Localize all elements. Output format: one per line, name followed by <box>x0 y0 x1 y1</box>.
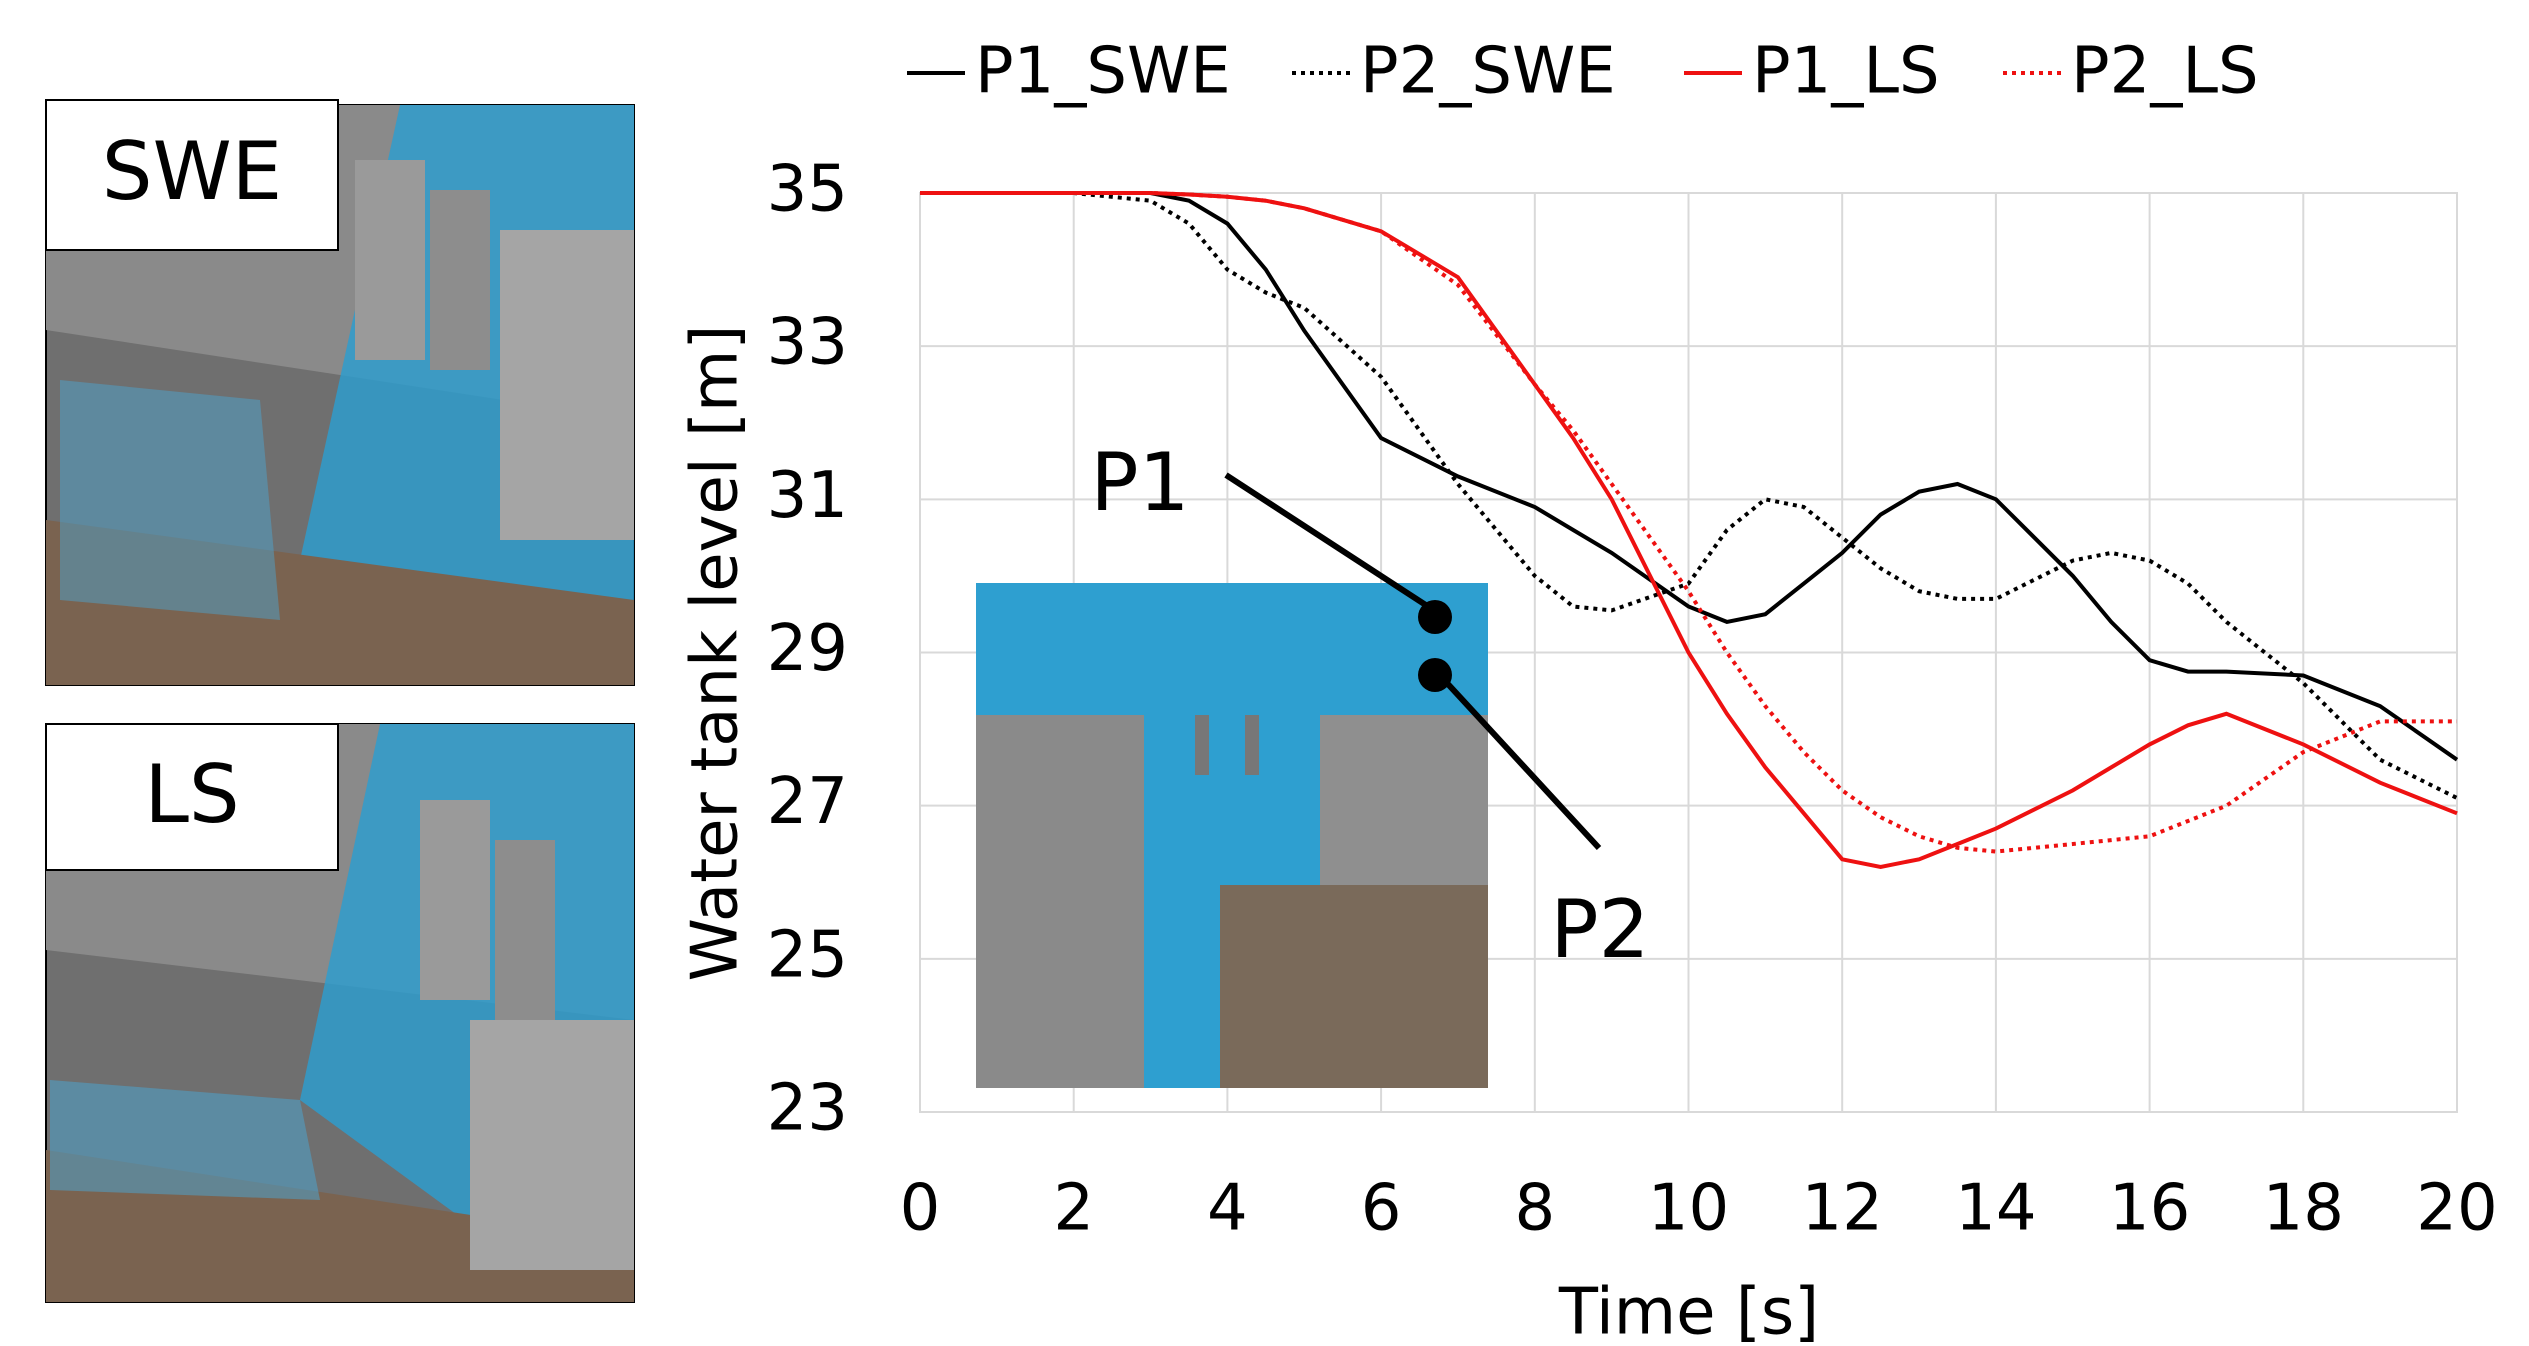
series-line <box>920 191 2458 869</box>
legend-label: P1_LS <box>1752 35 1940 109</box>
annotation: P1 <box>1090 436 1189 529</box>
leader <box>1224 472 1437 614</box>
inset-block <box>976 715 1144 1088</box>
label-box <box>45 723 339 871</box>
series-line <box>920 191 2459 762</box>
inset-wall <box>1195 715 1209 775</box>
inset-ground <box>1220 885 1488 1088</box>
probe-point <box>1418 600 1452 634</box>
probe-point <box>1418 658 1452 692</box>
x-tick-label: 8 <box>1514 1172 1555 1246</box>
panel-label: LS <box>144 748 239 841</box>
x-tick-label: 16 <box>2109 1172 2190 1246</box>
legend-label: P2_SWE <box>1360 35 1616 109</box>
y-axis-title: Water tank level [m] <box>679 325 753 982</box>
annotation: P2 <box>1550 883 1649 976</box>
swe-render <box>45 104 635 686</box>
x-tick-label: 6 <box>1361 1172 1402 1246</box>
inset-block <box>1320 715 1488 885</box>
x-tick-label: 4 <box>1207 1172 1248 1246</box>
y-tick-label: 35 <box>767 153 848 227</box>
y-tick-label: 27 <box>767 765 848 839</box>
x-tick-label: 14 <box>1955 1172 2036 1246</box>
leader <box>1432 667 1602 851</box>
x-tick-label: 10 <box>1648 1172 1729 1246</box>
inset-render <box>976 583 1488 1088</box>
x-tick-label: 2 <box>1053 1172 1094 1246</box>
legend-label: P1_SWE <box>975 35 1231 109</box>
x-tick-label: 18 <box>2263 1172 2344 1246</box>
series-line <box>920 191 2458 800</box>
label-box <box>45 99 339 251</box>
y-tick-label: 23 <box>767 1072 848 1146</box>
panel-label: SWE <box>102 125 282 218</box>
x-tick-label: 0 <box>900 1172 941 1246</box>
y-tick-label: 29 <box>767 612 848 686</box>
y-tick-label: 33 <box>767 306 848 380</box>
x-axis-title: Time [s] <box>1558 1276 1819 1346</box>
y-tick-label: 25 <box>767 918 848 992</box>
inset-wall <box>1245 715 1259 775</box>
legend-label: P2_LS <box>2071 35 2259 109</box>
x-tick-label: 20 <box>2416 1172 2497 1246</box>
x-tick-label: 12 <box>1801 1172 1882 1246</box>
y-tick-label: 31 <box>767 459 848 533</box>
